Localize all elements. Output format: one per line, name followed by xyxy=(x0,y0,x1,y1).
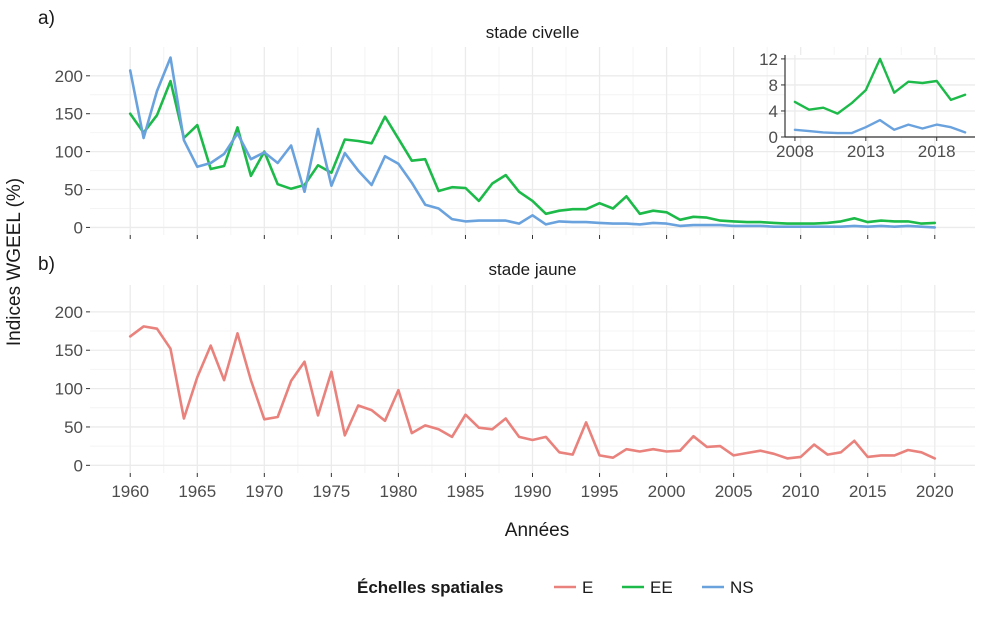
x-tick-label: 2000 xyxy=(648,482,686,501)
panel-b: 0 50 100 150 200 1960 1965 1970 1975 1980 1985 1990… xyxy=(38,254,975,501)
y-tick-label: 0 xyxy=(74,456,83,475)
legend-item-e: E xyxy=(554,578,593,597)
x-tick-label: 1965 xyxy=(178,482,216,501)
y-tick-label: 100 xyxy=(55,143,83,162)
x-tick-label: 1995 xyxy=(581,482,619,501)
x-tick-label: 1975 xyxy=(312,482,350,501)
legend-item-ns: NS xyxy=(702,578,754,597)
panel-tag: a) xyxy=(38,8,55,29)
legend-title: Échelles spatiales xyxy=(357,578,503,597)
y-tick-label: 100 xyxy=(55,380,83,399)
x-tick-label: 1985 xyxy=(447,482,485,501)
x-tick-label: 2005 xyxy=(715,482,753,501)
x-tick-label: 2008 xyxy=(776,142,814,161)
legend-item-ee: EE xyxy=(622,578,673,597)
x-tick-label: 2010 xyxy=(782,482,820,501)
y-axis-title: Indices WGEEL (%) xyxy=(4,178,25,346)
legend-label: E xyxy=(582,578,593,597)
x-tick-label: 2020 xyxy=(916,482,954,501)
series-line-ns xyxy=(128,56,937,229)
y-tick-label: 200 xyxy=(55,303,83,322)
x-tick-label: 2015 xyxy=(849,482,887,501)
x-tick-label: 1980 xyxy=(379,482,417,501)
y-tick-label: 4 xyxy=(769,102,778,121)
y-tick-label: 150 xyxy=(55,105,83,124)
y-tick-label: 200 xyxy=(55,67,83,86)
legend-label: NS xyxy=(730,578,754,597)
x-axis-title: Années xyxy=(505,520,569,541)
y-tick-label: 50 xyxy=(64,181,83,200)
x-tick-label: 1970 xyxy=(245,482,283,501)
y-tick-label: 12 xyxy=(759,50,778,69)
panel-title: stade jaune xyxy=(489,260,577,279)
legend-label: EE xyxy=(650,578,673,597)
y-tick-label: 0 xyxy=(74,218,83,237)
x-tick-label: 1990 xyxy=(514,482,552,501)
y-tick-label: 8 xyxy=(769,76,778,95)
y-tick-label: 150 xyxy=(55,341,83,360)
plot-background xyxy=(785,55,975,137)
panel-title: stade civelle xyxy=(486,23,580,42)
x-tick-label: 2013 xyxy=(847,142,885,161)
x-tick-label: 1960 xyxy=(111,482,149,501)
y-tick-label: 50 xyxy=(64,418,83,437)
panel-tag: b) xyxy=(38,254,55,275)
x-tick-label: 2018 xyxy=(918,142,956,161)
legend: Échelles spatiales E EE NS xyxy=(357,578,754,597)
series-line-e xyxy=(128,325,937,460)
series-line-ee xyxy=(793,57,967,115)
series-line-ns xyxy=(793,118,967,135)
y-tick-label: 0 xyxy=(769,128,778,147)
panel-a-inset: 0 4 8 12 2008 2013 2018 xyxy=(759,50,975,161)
